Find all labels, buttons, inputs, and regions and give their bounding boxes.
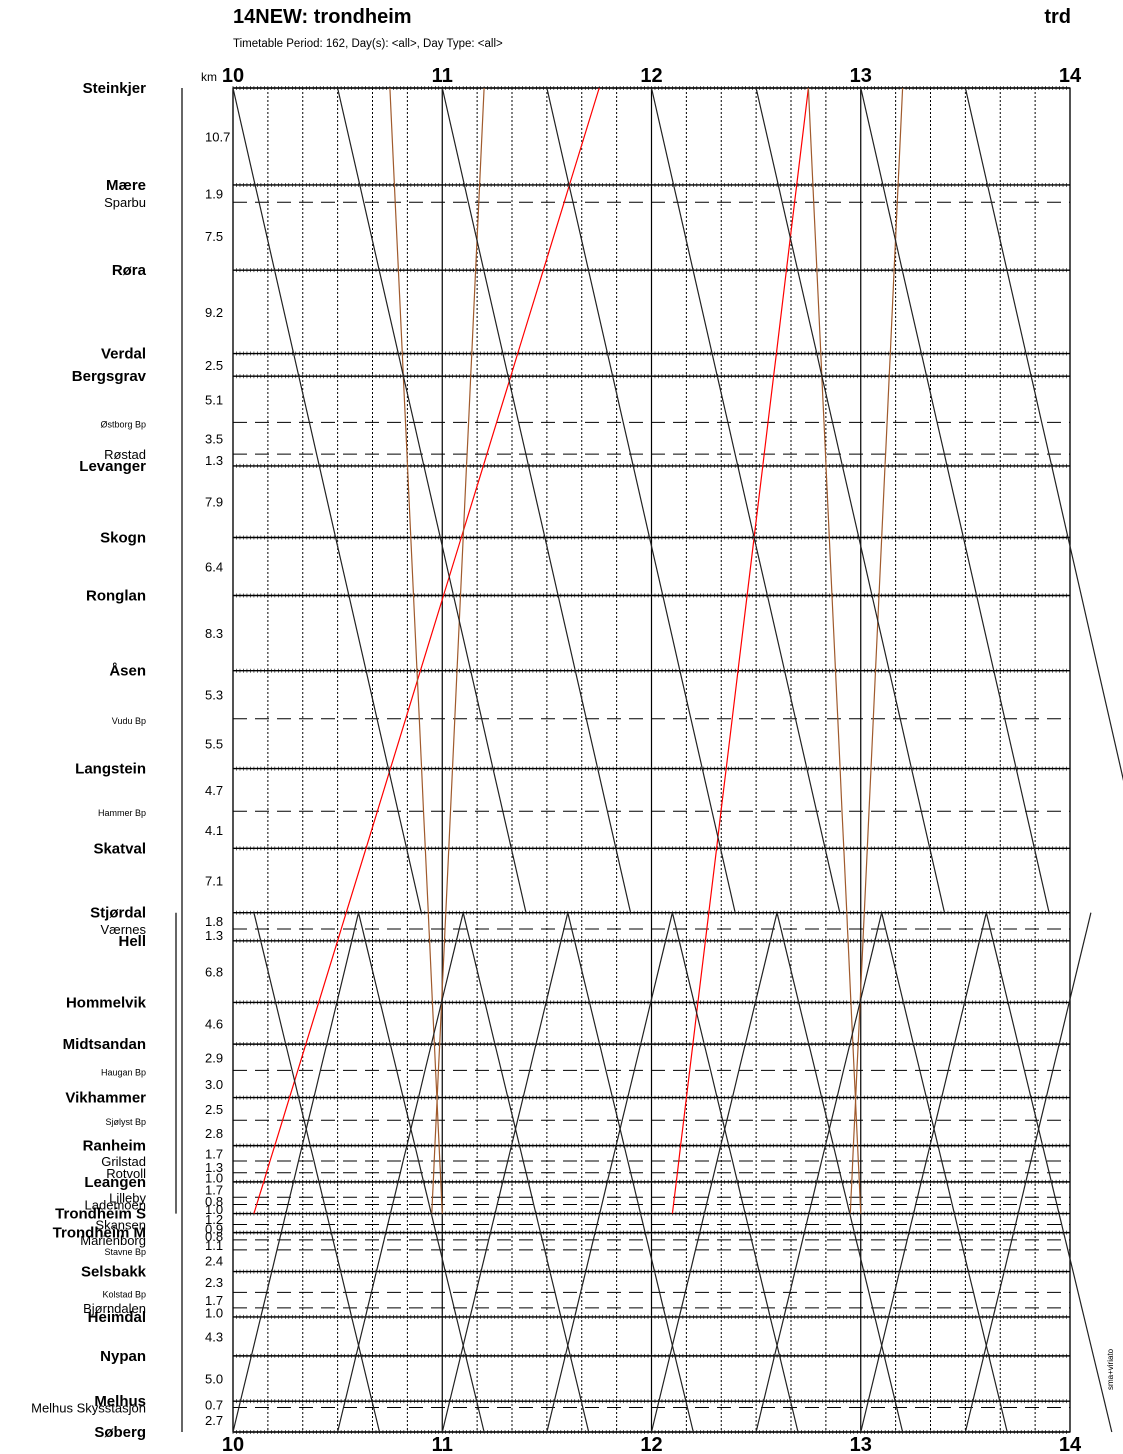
km-label: 1.3	[205, 1160, 223, 1175]
station-label: Røra	[112, 262, 147, 279]
km-label: 1.0	[205, 1170, 223, 1185]
km-label: 1.2	[205, 1212, 223, 1227]
km-label: 8.3	[205, 626, 223, 641]
station-label: Trondheim M	[53, 1225, 146, 1242]
km-label: 2.8	[205, 1126, 223, 1141]
station-label: Langstein	[75, 761, 146, 778]
km-label: 0.9	[205, 1222, 223, 1237]
km-label: 4.7	[205, 783, 223, 798]
km-label: 5.3	[205, 688, 223, 703]
km-label: 1.7	[205, 1146, 223, 1161]
station-label: Lilleby	[109, 1190, 146, 1205]
station-label: Sjølyst Bp	[105, 1117, 146, 1127]
station-label: Marienborg	[80, 1233, 146, 1248]
station-label: Verdal	[101, 346, 146, 363]
station-label: Grilstad	[101, 1154, 146, 1169]
station-label: Åsen	[109, 663, 146, 680]
station-label: Hommelvik	[66, 994, 147, 1011]
station-label: Stjørdal	[90, 905, 146, 922]
station-label: Skansen	[95, 1217, 146, 1232]
km-label: 7.9	[205, 495, 223, 510]
station-label: Haugan Bp	[101, 1067, 146, 1077]
km-label: 0.8	[205, 1194, 223, 1209]
chart-title: 14NEW: trondheim	[233, 6, 412, 28]
station-label: Hammer Bp	[98, 808, 146, 818]
km-label: 1.9	[205, 187, 223, 202]
station-label: Steinkjer	[83, 80, 147, 97]
station-label: Levanger	[79, 458, 146, 475]
station-label: Mære	[106, 177, 146, 194]
km-label: 6.4	[205, 560, 223, 575]
km-label: 7.1	[205, 874, 223, 889]
km-label: 1.3	[205, 453, 223, 468]
km-label: 2.5	[205, 358, 223, 373]
km-label: 3.5	[205, 431, 223, 446]
km-label: 6.8	[205, 965, 223, 980]
km-label: 4.1	[205, 823, 223, 838]
station-label: Røstad	[104, 447, 146, 462]
km-label: 5.1	[205, 392, 223, 407]
km-label: 9.2	[205, 305, 223, 320]
station-label: Østborg Bp	[100, 419, 146, 429]
station-label: Trondheim S	[55, 1206, 146, 1223]
km-label: 1.8	[205, 914, 223, 929]
station-label: Ronglan	[86, 588, 146, 605]
station-label: Leangen	[84, 1174, 146, 1191]
chart-code: trd	[1044, 6, 1071, 28]
station-label: Lademoen	[85, 1198, 146, 1213]
station-label: Skogn	[100, 530, 146, 547]
station-label: Værnes	[100, 922, 146, 937]
chart-subtitle: Timetable Period: 162, Day(s): <all>, Da…	[233, 38, 503, 50]
km-label: 1.0	[205, 1202, 223, 1217]
station-label: Hell	[118, 933, 146, 950]
station-label: Ranheim	[83, 1138, 146, 1155]
km-label: 0.8	[205, 1229, 223, 1244]
km-label: 10.7	[205, 129, 230, 144]
km-label: 2.9	[205, 1050, 223, 1065]
station-label: Stavne Bp	[104, 1247, 146, 1257]
km-label: 2.4	[205, 1254, 223, 1269]
station-label: Vudu Bp	[112, 716, 146, 726]
km-label: 7.5	[205, 229, 223, 244]
station-label: Midtsandan	[63, 1036, 146, 1053]
station-label: Sparbu	[104, 195, 146, 210]
km-label: 1.1	[205, 1238, 223, 1253]
station-label: Bergsgrav	[72, 368, 147, 385]
station-label: Rotvoll	[106, 1166, 146, 1181]
station-label: Skatval	[93, 840, 146, 857]
km-label: 1.3	[205, 928, 223, 943]
km-label: 4.6	[205, 1016, 223, 1031]
km-label: 2.5	[205, 1102, 223, 1117]
km-label: 3.0	[205, 1077, 223, 1092]
km-label: 5.5	[205, 737, 223, 752]
km-label: 1.7	[205, 1183, 223, 1198]
station-label: Vikhammer	[65, 1090, 146, 1107]
